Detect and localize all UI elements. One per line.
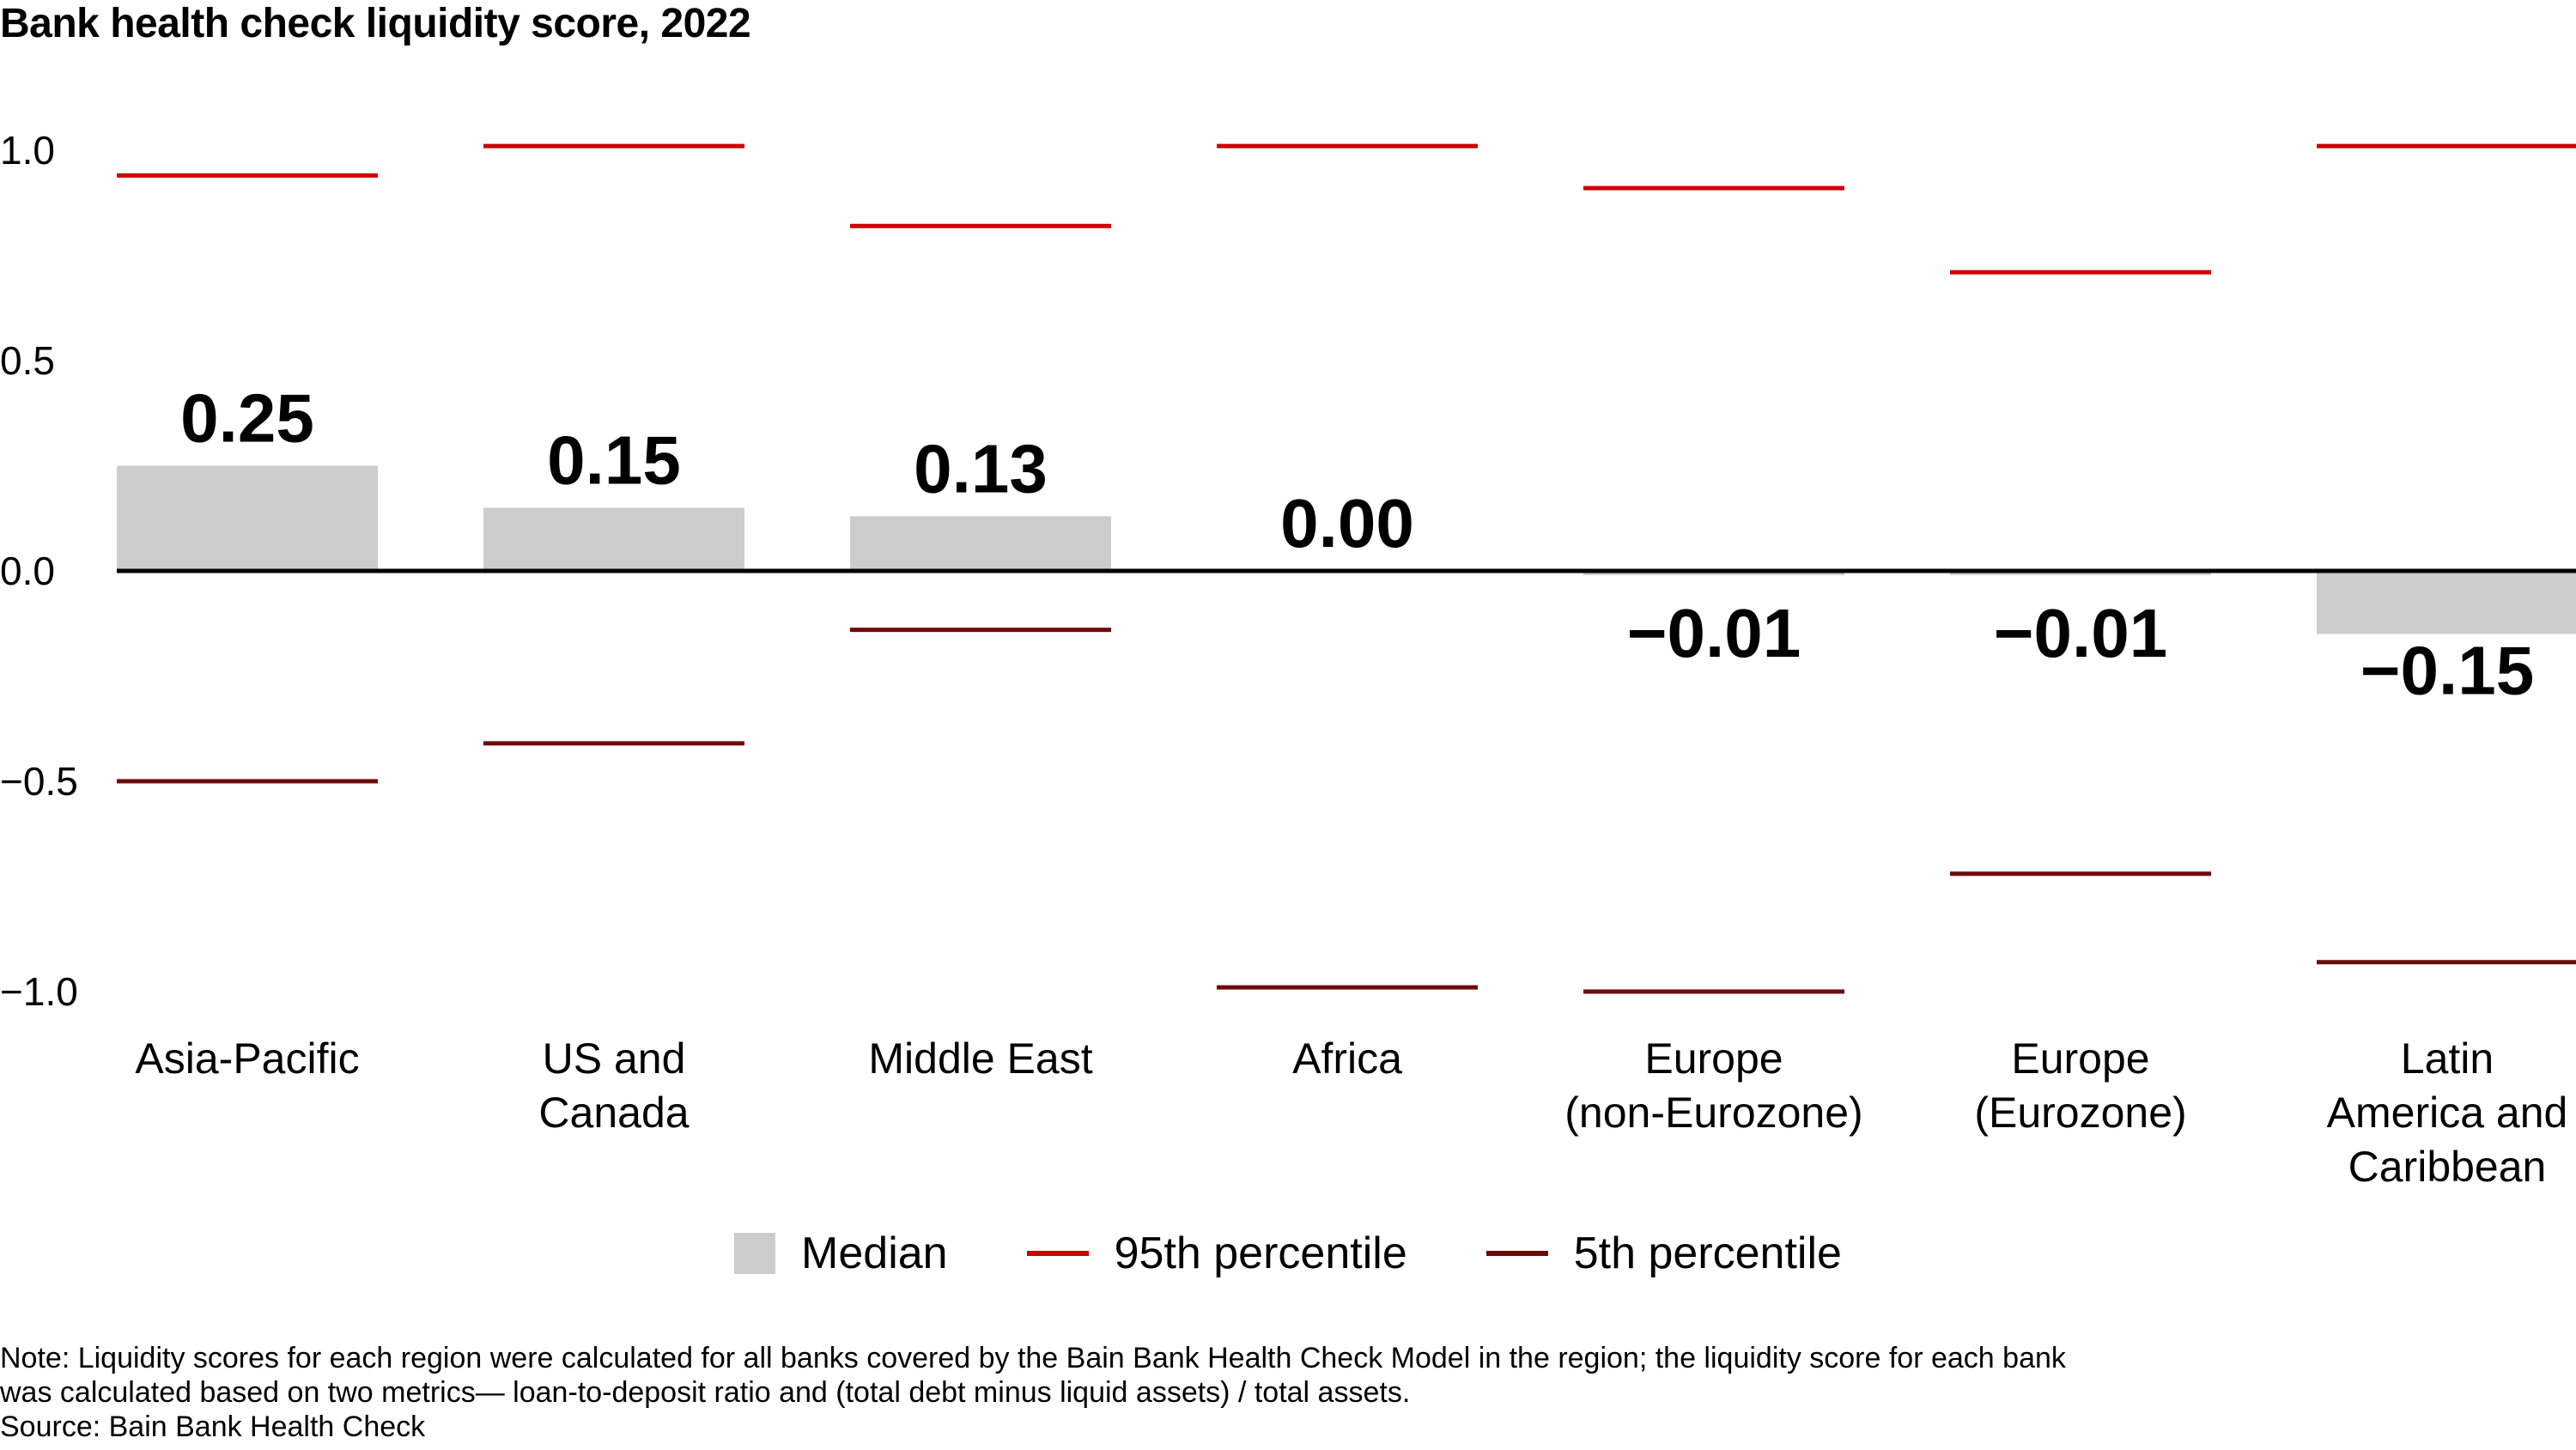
legend-item-95th-percentile: 95th percentile	[1026, 1228, 1407, 1279]
category-label: Africa	[1292, 1034, 1402, 1083]
legend-item-median: Median	[734, 1228, 948, 1279]
y-tick-label: 0.5	[0, 338, 55, 383]
y-tick-label: −1.0	[0, 969, 78, 1014]
category-label: Europe (non-Eurozone)	[1564, 1034, 1862, 1137]
category-label-line: America and	[2327, 1089, 2568, 1137]
median-bar	[2317, 571, 2576, 634]
y-tick-label: −0.5	[0, 759, 78, 804]
chart-legend: Median 95th percentile 5th percentile	[0, 1228, 2576, 1279]
category-label-line: (non-Eurozone)	[1564, 1089, 1862, 1137]
value-label: −0.01	[1994, 595, 2167, 671]
legend-label-95th-percentile: 95th percentile	[1114, 1229, 1407, 1278]
median-bar	[850, 516, 1111, 571]
category-label-line: Latin	[2401, 1034, 2494, 1083]
source-line: Source: Bain Bank Health Check	[0, 1411, 426, 1443]
category-label: US and Canada	[538, 1034, 689, 1137]
chart-note: Note: Liquidity scores for each region w…	[0, 1341, 2542, 1444]
value-label: 0.00	[1280, 485, 1414, 561]
category-label-line: Canada	[538, 1089, 689, 1137]
category-label: Europe (Eurozone)	[1974, 1034, 2186, 1137]
value-label: −0.15	[2360, 633, 2534, 709]
value-label: 0.15	[547, 422, 681, 499]
value-label: 0.13	[914, 430, 1048, 507]
category-label: Middle East	[868, 1034, 1092, 1083]
legend-swatch-median	[734, 1233, 776, 1274]
category-label-line: (Eurozone)	[1974, 1089, 2186, 1137]
category-label-line: Asia-Pacific	[135, 1034, 359, 1083]
legend-swatch-95th-percentile	[1026, 1251, 1089, 1256]
legend-swatch-5th-percentile	[1485, 1251, 1548, 1256]
value-label: 0.25	[180, 380, 314, 457]
category-label-line: Middle East	[868, 1034, 1092, 1083]
value-label: −0.01	[1627, 595, 1801, 671]
legend-item-5th-percentile: 5th percentile	[1485, 1228, 1842, 1279]
y-tick-label: 0.0	[0, 549, 55, 593]
category-label-line: Africa	[1292, 1034, 1402, 1083]
chart-title: Bank health check liquidity score, 2022	[0, 1, 751, 46]
note-line-1: Note: Liquidity scores for each region w…	[0, 1342, 2066, 1374]
legend-label-5th-percentile: 5th percentile	[1573, 1229, 1842, 1278]
category-label-line: Europe	[2011, 1034, 2149, 1083]
category-label: Asia-Pacific	[135, 1034, 359, 1083]
note-line-2: was calculated based on two metrics— loa…	[0, 1376, 1411, 1409]
category-label-line: Europe	[1644, 1034, 1783, 1083]
median-bar	[483, 507, 744, 571]
category-label: Latin America and Caribbean	[2327, 1034, 2568, 1191]
median-bar	[117, 465, 378, 571]
category-label-line: US and	[543, 1034, 686, 1083]
legend-label-median: Median	[801, 1229, 948, 1278]
y-tick-label: 1.0	[0, 128, 55, 173]
category-label-line: Caribbean	[2348, 1143, 2547, 1191]
